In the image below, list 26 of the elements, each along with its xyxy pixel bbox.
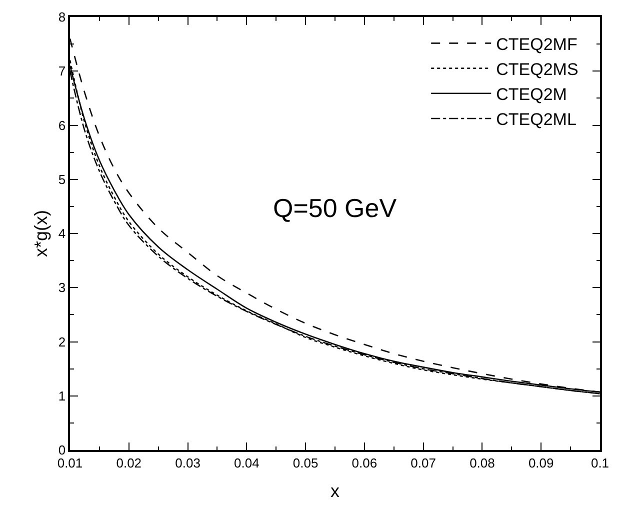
- legend-label: CTEQ2ML: [496, 110, 576, 130]
- annotation: Q=50 GeV: [273, 193, 398, 223]
- legend-label: CTEQ2MS: [496, 60, 578, 79]
- y-tick-label: 0: [58, 442, 66, 458]
- legend-label: CTEQ2M: [496, 85, 567, 104]
- x-tick-label: 0.04: [234, 455, 260, 470]
- y-tick-label: 3: [58, 280, 66, 296]
- x-tick-label: 0.08: [470, 455, 495, 470]
- legend-label: CTEQ2MF: [496, 34, 578, 54]
- y-tick-label: 7: [58, 64, 66, 79]
- y-axis-title: x*g(x): [31, 210, 52, 258]
- y-tick-label: 2: [58, 334, 66, 350]
- x-tick-label: 0.09: [528, 455, 554, 470]
- y-tick-label: 4: [58, 226, 66, 242]
- x-tick-label: 0.02: [116, 455, 142, 470]
- y-tick-label: 1: [58, 388, 66, 404]
- x-tick-label: 0.03: [175, 455, 200, 470]
- y-tick-label: 6: [58, 118, 66, 133]
- x-tick-label: 0.06: [352, 455, 378, 470]
- y-tick-label: 5: [58, 172, 66, 187]
- x-tick-label: 0.07: [410, 455, 436, 470]
- x-tick-label: 0.05: [292, 455, 318, 470]
- y-tick-label: 8: [58, 10, 66, 25]
- x-axis-title: x: [330, 480, 340, 501]
- x-tick-label: 0.1: [590, 455, 610, 470]
- x-tick-label: 0.01: [57, 455, 83, 470]
